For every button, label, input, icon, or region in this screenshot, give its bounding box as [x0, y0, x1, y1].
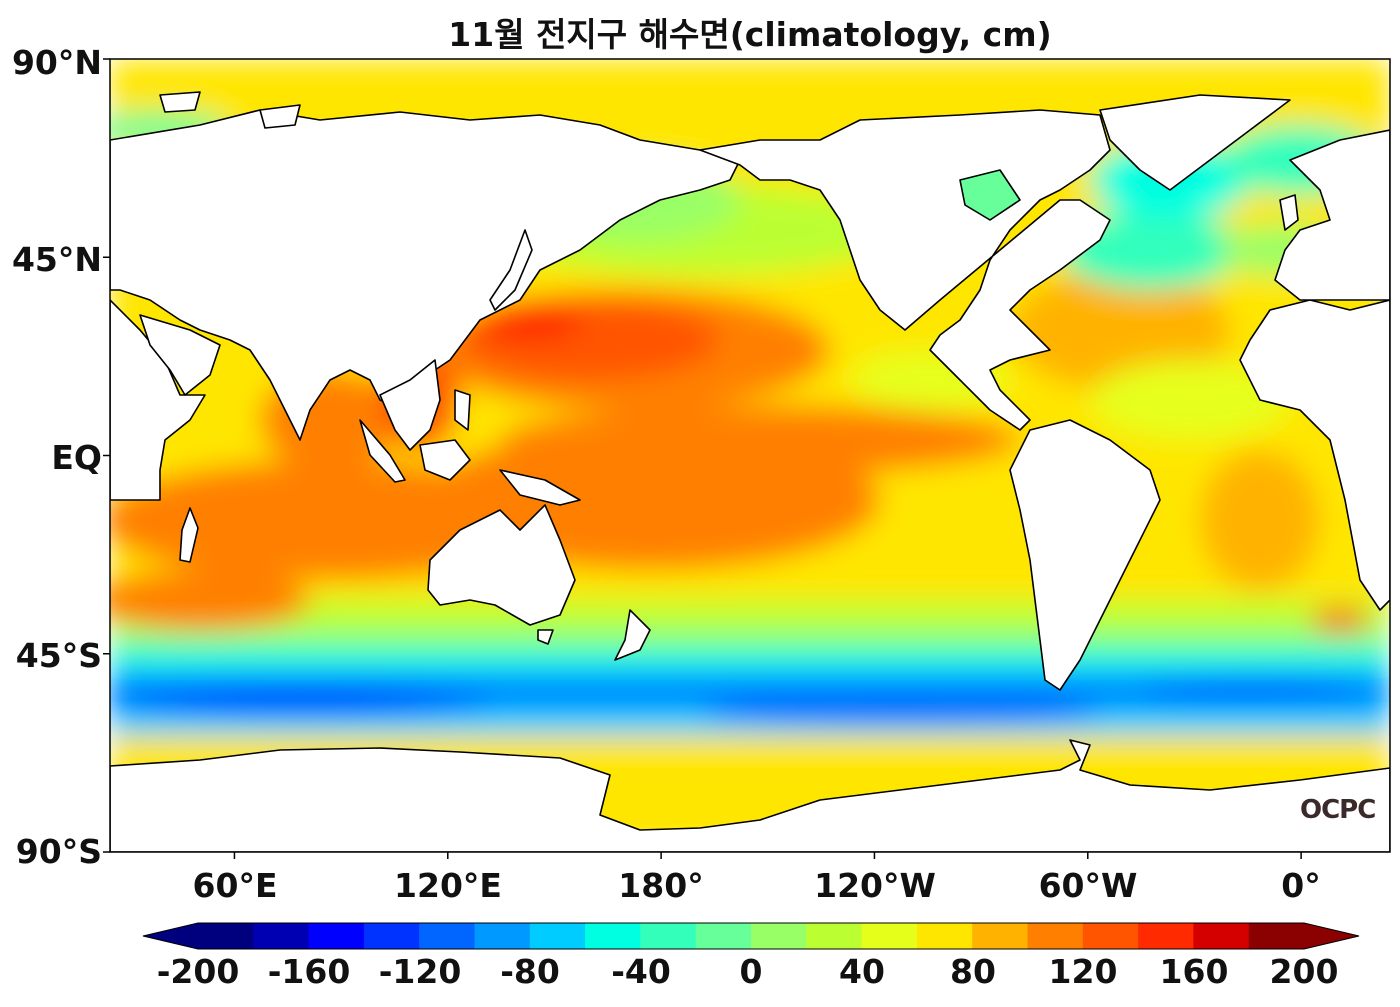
lon-tick-label: 180°	[618, 866, 704, 905]
axis-ticks	[103, 58, 1302, 859]
colorbar-tick-label: -80	[500, 952, 560, 991]
lat-tick-label: 45°N	[11, 240, 102, 279]
indochina	[379, 359, 441, 451]
tasmania	[537, 629, 554, 645]
lat-tick-label: EQ	[51, 438, 102, 477]
land-mask	[110, 91, 1390, 852]
colorbar-segment	[916, 923, 973, 949]
colorbar-segment	[585, 923, 641, 949]
colorbar-segment	[861, 923, 918, 949]
lat-tick-label: 90°S	[15, 832, 102, 871]
colorbar-segment	[253, 923, 310, 949]
colorbar-segment	[363, 923, 420, 949]
chart-title: 11월 전지구 해수면(climatology, cm)	[448, 15, 1052, 54]
colorbar-tick-label: -160	[267, 952, 351, 991]
madagascar	[179, 507, 199, 563]
colorbar-segment	[972, 923, 1028, 949]
lat-tick-label: 45°S	[15, 636, 102, 675]
novaya	[259, 104, 301, 129]
colorbar-tick-label: -120	[378, 952, 462, 991]
sumatra	[359, 419, 406, 483]
colorbar-segment	[419, 923, 475, 949]
new-zealand	[614, 609, 651, 661]
colorbar	[142, 922, 1360, 950]
colorbar-segment	[529, 923, 586, 949]
colorbar-tick-label: -200	[156, 952, 240, 991]
europe-right	[1274, 129, 1390, 301]
colorbar-tick-label: 200	[1269, 952, 1339, 991]
antarctica	[110, 739, 1390, 852]
colorbar-segment	[1248, 923, 1305, 949]
colorbar-segment	[474, 923, 531, 949]
eurasia-west	[110, 109, 741, 441]
colorbar-tick-label: 120	[1048, 952, 1118, 991]
greenland	[1099, 94, 1291, 191]
lon-tick-label: 60°W	[1038, 866, 1138, 905]
colorbar-outline	[142, 922, 1360, 950]
australia	[427, 504, 576, 626]
south-america	[1009, 419, 1161, 691]
new-guinea	[499, 469, 581, 506]
philippines	[454, 389, 471, 431]
colorbar-segment	[1027, 923, 1084, 949]
lon-tick-label: 120°E	[394, 866, 502, 905]
colorbar-segment	[308, 923, 365, 949]
colorbar-segment	[1193, 923, 1250, 949]
colorbar-tick-label: -40	[611, 952, 671, 991]
colorbar-tick-label: 0	[739, 952, 763, 991]
colorbar-tick-label: 40	[839, 952, 885, 991]
japan	[489, 229, 533, 311]
lon-tick-label: 120°W	[814, 866, 936, 905]
colorbar-segment	[640, 923, 697, 949]
colorbar-tick-label: 80	[950, 952, 996, 991]
colorbar-extend-over	[1304, 923, 1359, 949]
colorbar-extend-under	[143, 923, 198, 949]
colorbar-segment	[198, 923, 254, 949]
africa-west	[1239, 299, 1390, 611]
colorbar-segment	[806, 923, 863, 949]
colorbar-segment	[695, 923, 752, 949]
svalbard	[159, 91, 201, 113]
arabia	[139, 314, 221, 396]
uk	[1279, 194, 1299, 231]
colorbar-tick-label: 160	[1159, 952, 1229, 991]
colorbar-segment	[1082, 923, 1139, 949]
lon-tick-label: 60°E	[192, 866, 278, 905]
lon-tick-label: 0°	[1281, 866, 1321, 905]
borneo	[419, 439, 471, 481]
colorbar-segment	[751, 923, 807, 949]
colorbar-segment	[1138, 923, 1194, 949]
lat-tick-label: 90°N	[11, 43, 102, 82]
ocpc-watermark-logo: OCPC	[1300, 795, 1376, 825]
hudson-bay	[959, 169, 1021, 221]
